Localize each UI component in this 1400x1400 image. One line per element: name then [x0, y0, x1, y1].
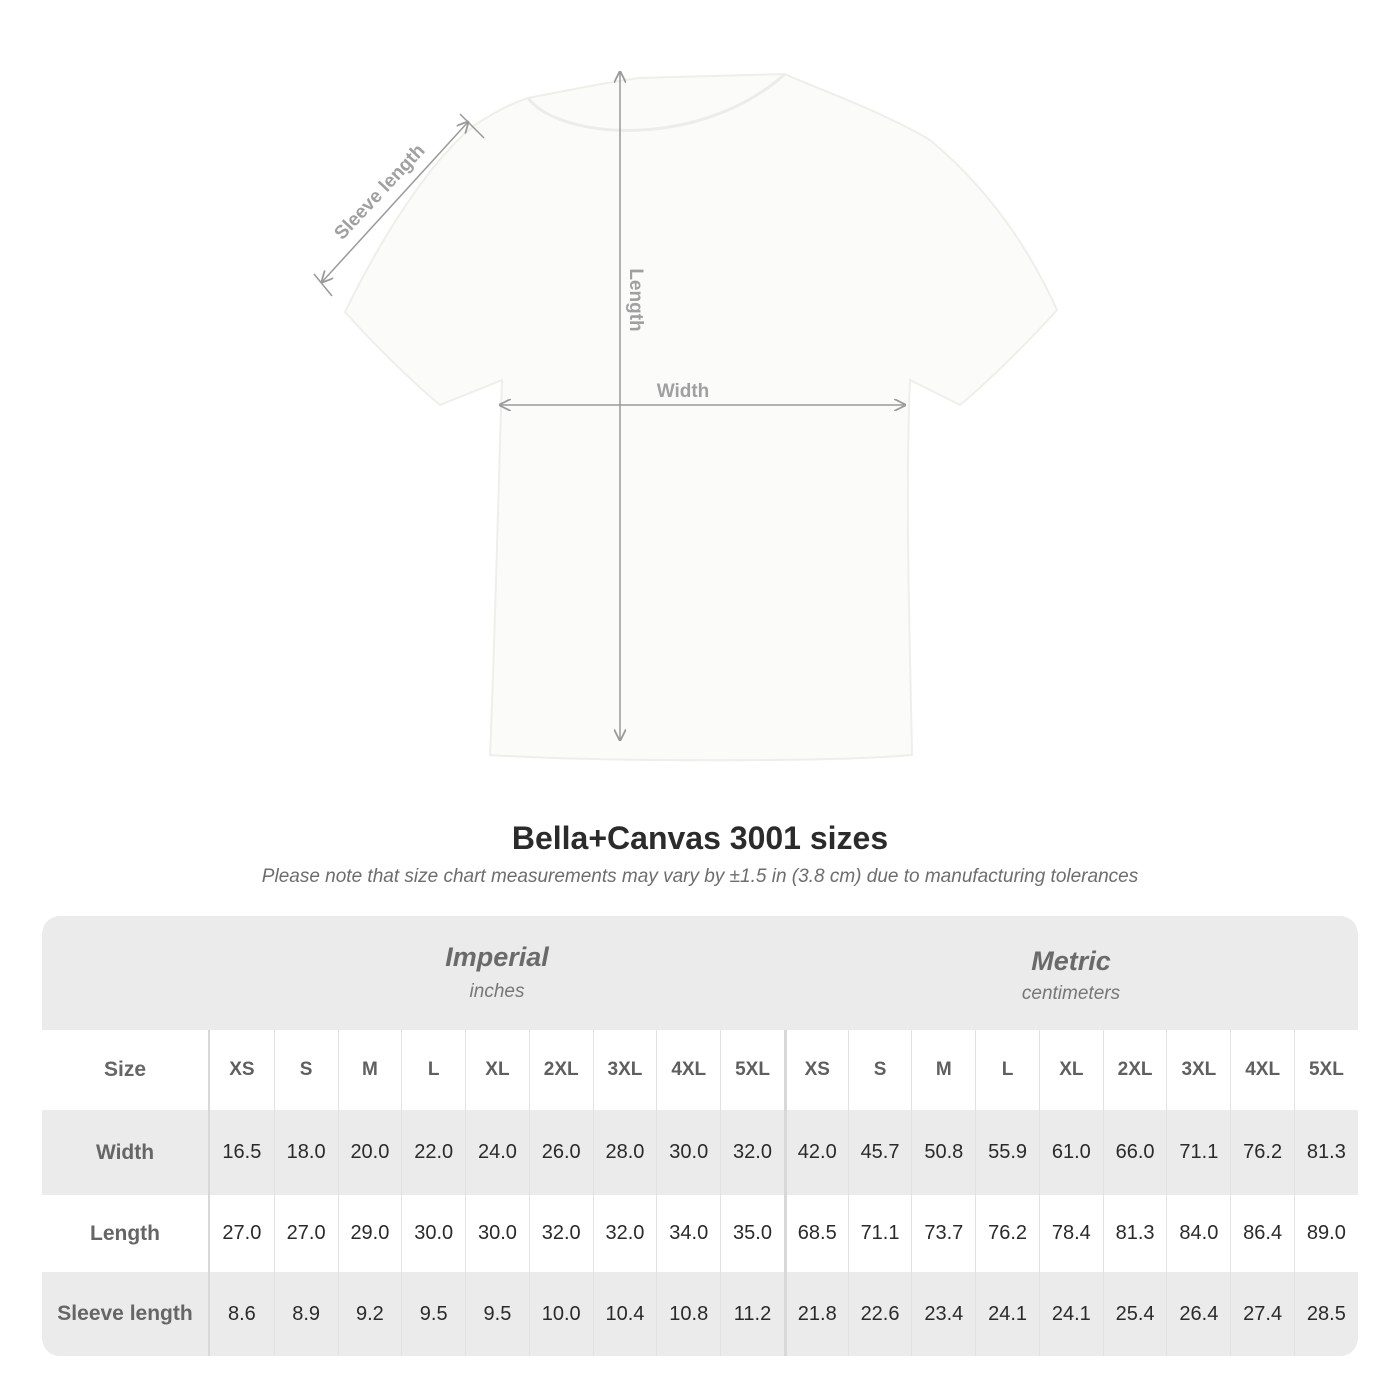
row-label: Length	[42, 1195, 210, 1272]
metric-value-cell: 68.5	[783, 1195, 848, 1272]
imperial-value-cell: 27.0	[273, 1195, 338, 1272]
table-row: Length 27.0 27.0 29.0 30.0 30.0 32.0 32.0 34.0 35…	[42, 1195, 1358, 1272]
imperial-value-cell: 28.0	[592, 1110, 657, 1195]
width-label: Width	[657, 381, 710, 402]
metric-value-cell: 21.8	[783, 1272, 848, 1356]
imperial-value-cell: 9.2	[337, 1272, 402, 1356]
imperial-value-cell: 27.0	[222, 1222, 262, 1244]
metric-value-cell: 71.1	[1166, 1110, 1230, 1195]
size-header-cell: 2XL	[1102, 1030, 1167, 1110]
imperial-value-cell: 22.0	[401, 1110, 465, 1195]
metric-unit: centimeters	[1021, 983, 1121, 1004]
imperial-value-cell: 30.0	[656, 1110, 720, 1195]
metric-value-cell: 25.4	[1102, 1272, 1167, 1356]
imperial-header: Imperial inches	[210, 916, 784, 1030]
imperial-value-cell: 10.0	[528, 1272, 593, 1356]
imperial-value-cell: 32.0	[528, 1195, 593, 1272]
metric-value-cell: 26.4	[1166, 1272, 1230, 1356]
size-header-cell: S	[847, 1030, 912, 1110]
size-header-cell: S	[273, 1030, 338, 1110]
length-label: Length	[625, 268, 646, 331]
imperial-value-cell: 30.0	[401, 1195, 465, 1272]
metric-value-cell: 78.4	[1038, 1195, 1103, 1272]
metric-value-cell: 61.0	[1038, 1110, 1103, 1195]
size-header-cell: 3XL	[592, 1030, 657, 1110]
metric-value-cell: 24.1	[1038, 1272, 1103, 1356]
size-header-cell: L	[401, 1030, 465, 1110]
metric-value-cell: 81.3	[1294, 1110, 1358, 1195]
metric-value-cell: 84.0	[1166, 1195, 1230, 1272]
size-header-cell: 2XL	[528, 1030, 593, 1110]
imperial-value-cell: 32.0	[592, 1195, 657, 1272]
metric-value-cell: 55.9	[975, 1110, 1039, 1195]
metric-value-cell: 86.4	[1230, 1195, 1294, 1272]
metric-value-cell: 27.4	[1230, 1272, 1294, 1356]
size-table: Imperial inches Metric centimeters Size X…	[42, 916, 1358, 1356]
metric-value-cell: 71.1	[847, 1195, 912, 1272]
metric-header: Metric centimeters	[784, 916, 1358, 1030]
imperial-value-cell: 24.0	[465, 1110, 529, 1195]
metric-value-cell: 66.0	[1102, 1110, 1167, 1195]
row-label: Sleeve length	[42, 1272, 210, 1356]
metric-value-cell: 45.7	[847, 1110, 912, 1195]
imperial-value-cell: 34.0	[656, 1195, 720, 1272]
size-header-cell: M	[337, 1030, 402, 1110]
imperial-value-cell: 10.4	[592, 1272, 657, 1356]
imperial-value-cell: 9.5	[401, 1272, 465, 1356]
size-header-row: Size XS S M L XL 2XL 3XL 4XL 5XL XS S M L XL 2XL 3XL 4XL 5…	[42, 1030, 1358, 1110]
metric-value-cell: 42.0	[783, 1110, 848, 1195]
sleeve-measure-line	[322, 122, 468, 282]
imperial-value-cell: 11.2	[720, 1272, 784, 1356]
metric-value-cell: 22.6	[847, 1272, 912, 1356]
metric-value-cell: 73.7	[911, 1195, 975, 1272]
imperial-label: Imperial	[445, 942, 549, 972]
metric-value-cell: 23.4	[911, 1272, 975, 1356]
size-label: Size	[42, 1030, 210, 1110]
metric-value-cell: 24.1	[975, 1272, 1039, 1356]
imperial-value-cell: 20.0	[337, 1110, 402, 1195]
table-row: Sleeve length 8.6 8.9 9.2 9.5 9.5 10.0 10.4 10.8…	[42, 1272, 1358, 1356]
metric-value-cell: 76.2	[975, 1195, 1039, 1272]
imperial-value-cell: 8.6	[227, 1302, 256, 1325]
metric-value-cell: 50.8	[911, 1110, 975, 1195]
metric-value-cell: 76.2	[1230, 1110, 1294, 1195]
tolerance-note: Please note that size chart measurements…	[261, 866, 1139, 887]
size-header-cell: 3XL	[1166, 1030, 1230, 1110]
size-header-cell: XL	[1038, 1030, 1103, 1110]
size-header-cell: XS	[229, 1059, 255, 1080]
imperial-value-cell: 29.0	[337, 1195, 402, 1272]
tshirt-diagram: Sleeve length Length Width	[313, 0, 1059, 762]
imperial-value-cell: 8.9	[273, 1272, 338, 1356]
size-header-cell: M	[911, 1030, 975, 1110]
size-header-cell: XS	[783, 1030, 848, 1110]
size-header-cell: 5XL	[720, 1030, 784, 1110]
size-header-cell: XL	[465, 1030, 529, 1110]
table-row: Width 16.5 18.0 20.0 22.0 24.0 26.0 28.0 30.0 32.…	[42, 1110, 1358, 1195]
tshirt-shape	[343, 72, 1059, 762]
imperial-value-cell: 18.0	[273, 1110, 338, 1195]
size-header-cell: 4XL	[656, 1030, 720, 1110]
size-header-cell: 4XL	[1230, 1030, 1294, 1110]
imperial-value-cell: 30.0	[465, 1195, 529, 1272]
metric-value-cell: 28.5	[1294, 1272, 1358, 1356]
imperial-value-cell: 16.5	[222, 1141, 262, 1163]
imperial-value-cell: 26.0	[528, 1110, 593, 1195]
row-label: Width	[42, 1110, 210, 1195]
size-header-cell: 5XL	[1294, 1030, 1358, 1110]
metric-value-cell: 81.3	[1102, 1195, 1167, 1272]
imperial-unit: inches	[469, 981, 525, 1002]
metric-value-cell: 89.0	[1294, 1195, 1358, 1272]
page-title: Bella+Canvas 3001 sizes	[511, 820, 889, 856]
imperial-value-cell: 35.0	[720, 1195, 784, 1272]
imperial-value-cell: 32.0	[720, 1110, 784, 1195]
size-header-cell: L	[975, 1030, 1039, 1110]
metric-label: Metric	[1031, 946, 1111, 976]
imperial-value-cell: 10.8	[656, 1272, 720, 1356]
imperial-value-cell: 9.5	[465, 1272, 529, 1356]
